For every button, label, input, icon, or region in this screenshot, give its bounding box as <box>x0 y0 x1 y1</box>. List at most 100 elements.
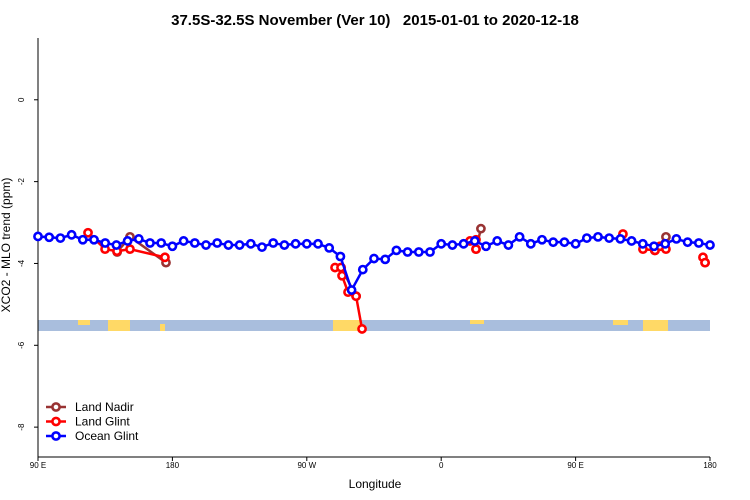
chart-title: 37.5S-32.5S November (Ver 10) 2015-01-01… <box>171 12 579 29</box>
data-point <box>212 238 223 248</box>
data-point <box>89 234 99 245</box>
x-tick-label: 180 <box>166 461 180 470</box>
data-point <box>514 231 525 242</box>
data-point <box>581 233 592 243</box>
data-point <box>425 247 435 257</box>
data-point <box>346 285 357 295</box>
data-point <box>380 254 391 265</box>
data-point <box>447 240 458 250</box>
legend-label: Ocean Glint <box>75 429 139 443</box>
land-patch <box>613 320 628 325</box>
data-point <box>705 240 715 250</box>
map-strip <box>38 320 710 331</box>
data-point <box>324 243 335 253</box>
data-point <box>133 234 144 244</box>
data-point <box>369 253 379 264</box>
y-tick-label: -8 <box>17 423 26 431</box>
data-point <box>503 240 514 250</box>
data-point <box>469 236 480 246</box>
data-point <box>615 234 626 244</box>
y-tick-label: 0 <box>17 97 26 102</box>
data-point <box>223 240 234 250</box>
data-point <box>33 231 43 242</box>
data-point <box>178 236 189 246</box>
data-point <box>167 241 178 252</box>
data-point <box>337 270 347 281</box>
data-point <box>525 238 536 249</box>
legend-marker <box>51 402 61 412</box>
x-tick-label: 90 W <box>297 461 316 470</box>
data-point <box>402 247 413 257</box>
legend-label: Land Nadir <box>75 400 134 414</box>
data-point <box>55 233 66 243</box>
data-point <box>100 238 111 248</box>
data-point <box>189 238 200 248</box>
data-point <box>357 324 367 334</box>
data-point <box>313 238 323 249</box>
data-point <box>559 237 570 248</box>
x-tick-label: 90 E <box>567 461 583 470</box>
data-point <box>671 234 682 244</box>
data-point <box>570 238 581 249</box>
data-point <box>301 238 312 249</box>
data-point <box>471 244 481 255</box>
data-point <box>122 236 133 246</box>
ocean-band <box>38 320 710 331</box>
data-point <box>682 237 693 248</box>
x-tick-label: 90 E <box>30 461 46 470</box>
y-tick-label: -2 <box>17 178 26 186</box>
y-tick-label: -4 <box>17 259 26 267</box>
data-point <box>476 223 486 234</box>
data-point <box>660 238 671 249</box>
data-point <box>83 227 93 238</box>
data-point <box>290 238 301 249</box>
data-point <box>234 240 245 250</box>
data-point <box>201 240 211 250</box>
land-patch <box>333 320 360 331</box>
land-patch <box>108 320 130 331</box>
data-point <box>44 232 55 243</box>
x-axis-label: Longitude <box>349 477 402 491</box>
data-point <box>77 234 88 245</box>
legend-marker <box>51 416 61 427</box>
data-point <box>548 237 559 248</box>
data-point <box>156 238 167 248</box>
data-point <box>268 238 279 248</box>
x-tick-label: 180 <box>703 461 717 470</box>
data-point <box>125 244 135 255</box>
data-point <box>391 245 402 256</box>
data-point <box>458 238 469 249</box>
land-patch <box>160 324 165 331</box>
data-point <box>160 252 170 263</box>
data-point <box>357 264 368 275</box>
land-patch <box>643 320 668 331</box>
data-point <box>436 238 447 249</box>
data-point <box>351 291 361 302</box>
data-point <box>257 242 267 252</box>
data-point <box>335 251 346 262</box>
y-axis-label: XCO2 - MLO trend (ppm) <box>0 178 13 313</box>
data-point <box>145 238 155 248</box>
data-point <box>279 240 290 250</box>
data-point <box>637 238 648 249</box>
data-point <box>604 233 615 243</box>
data-point <box>481 241 491 252</box>
data-point <box>537 234 547 245</box>
data-point <box>111 240 122 250</box>
data-point <box>413 247 424 257</box>
x-tick-label: 0 <box>439 461 444 470</box>
legend-label: Land Glint <box>75 415 130 429</box>
data-point <box>245 238 256 249</box>
data-point <box>649 241 659 252</box>
data-point <box>700 257 710 268</box>
land-patch <box>470 320 484 324</box>
data-point <box>492 236 503 246</box>
y-tick-label: -6 <box>17 341 26 349</box>
data-point <box>66 229 77 240</box>
land-patch <box>78 320 90 325</box>
data-point <box>593 231 603 242</box>
legend-marker <box>51 431 61 441</box>
data-point <box>626 236 637 246</box>
data-point <box>693 238 704 248</box>
